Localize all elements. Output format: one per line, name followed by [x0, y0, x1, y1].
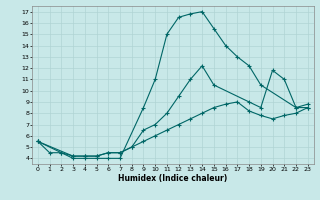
X-axis label: Humidex (Indice chaleur): Humidex (Indice chaleur) [118, 174, 228, 183]
